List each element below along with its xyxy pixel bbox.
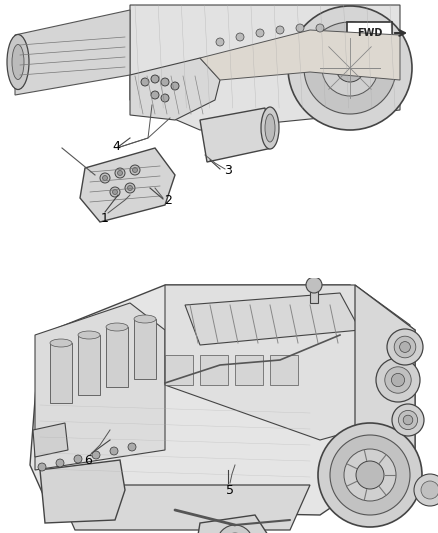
Circle shape [38, 463, 46, 471]
Circle shape [403, 415, 413, 425]
Circle shape [216, 38, 224, 46]
Polygon shape [355, 285, 415, 450]
Circle shape [421, 481, 438, 499]
Circle shape [92, 451, 100, 459]
Ellipse shape [12, 44, 24, 79]
Circle shape [356, 461, 384, 489]
FancyBboxPatch shape [50, 343, 72, 403]
Circle shape [318, 423, 422, 527]
Circle shape [392, 404, 424, 436]
Circle shape [117, 171, 123, 175]
Circle shape [115, 168, 125, 178]
Circle shape [110, 187, 120, 197]
Circle shape [133, 167, 138, 173]
Circle shape [399, 410, 417, 430]
Ellipse shape [7, 35, 29, 90]
Circle shape [392, 374, 405, 386]
Circle shape [387, 329, 423, 365]
Circle shape [110, 447, 118, 455]
Ellipse shape [106, 323, 128, 331]
FancyBboxPatch shape [347, 22, 392, 44]
Circle shape [256, 29, 264, 37]
Polygon shape [33, 423, 68, 457]
FancyBboxPatch shape [78, 335, 100, 395]
Circle shape [330, 435, 410, 515]
Text: 6: 6 [84, 454, 92, 466]
Ellipse shape [265, 114, 275, 142]
Ellipse shape [50, 339, 72, 347]
Circle shape [336, 54, 364, 82]
FancyBboxPatch shape [270, 355, 298, 385]
Polygon shape [185, 293, 360, 345]
Circle shape [344, 449, 396, 501]
Circle shape [102, 175, 107, 181]
Circle shape [306, 277, 322, 293]
Polygon shape [15, 10, 130, 95]
Polygon shape [35, 303, 165, 470]
Text: 2: 2 [164, 193, 172, 206]
Circle shape [296, 24, 304, 32]
Circle shape [316, 24, 324, 32]
FancyBboxPatch shape [165, 355, 193, 385]
Polygon shape [130, 58, 220, 120]
Circle shape [127, 185, 133, 190]
Circle shape [276, 26, 284, 34]
Polygon shape [200, 30, 400, 80]
Circle shape [151, 75, 159, 83]
Circle shape [161, 78, 169, 86]
Circle shape [288, 6, 412, 130]
Circle shape [130, 165, 140, 175]
Ellipse shape [78, 331, 100, 339]
Polygon shape [165, 285, 410, 440]
FancyBboxPatch shape [200, 355, 228, 385]
Polygon shape [30, 285, 415, 515]
Text: 4: 4 [112, 141, 120, 154]
Polygon shape [130, 5, 400, 130]
Circle shape [399, 342, 410, 352]
Circle shape [322, 40, 378, 96]
Circle shape [125, 183, 135, 193]
FancyBboxPatch shape [0, 240, 438, 278]
Circle shape [100, 173, 110, 183]
Ellipse shape [261, 107, 279, 149]
Text: 1: 1 [101, 212, 109, 224]
Circle shape [385, 367, 411, 393]
FancyBboxPatch shape [106, 327, 128, 387]
Polygon shape [310, 285, 318, 303]
Polygon shape [200, 108, 272, 162]
Text: FWD: FWD [357, 28, 382, 38]
Polygon shape [55, 485, 310, 530]
Circle shape [236, 33, 244, 41]
Circle shape [414, 474, 438, 506]
Polygon shape [195, 515, 268, 533]
FancyBboxPatch shape [134, 319, 156, 379]
Circle shape [217, 525, 253, 533]
FancyBboxPatch shape [235, 355, 263, 385]
Ellipse shape [134, 315, 156, 323]
Circle shape [113, 190, 117, 195]
Circle shape [161, 94, 169, 102]
Circle shape [151, 91, 159, 99]
Circle shape [394, 336, 416, 358]
Circle shape [74, 455, 82, 463]
Polygon shape [40, 460, 125, 523]
Polygon shape [80, 148, 175, 222]
Circle shape [304, 22, 396, 114]
Circle shape [56, 459, 64, 467]
Circle shape [171, 82, 179, 90]
Circle shape [141, 78, 149, 86]
Text: 3: 3 [224, 164, 232, 176]
Circle shape [376, 358, 420, 402]
Text: 5: 5 [226, 483, 234, 497]
Circle shape [128, 443, 136, 451]
